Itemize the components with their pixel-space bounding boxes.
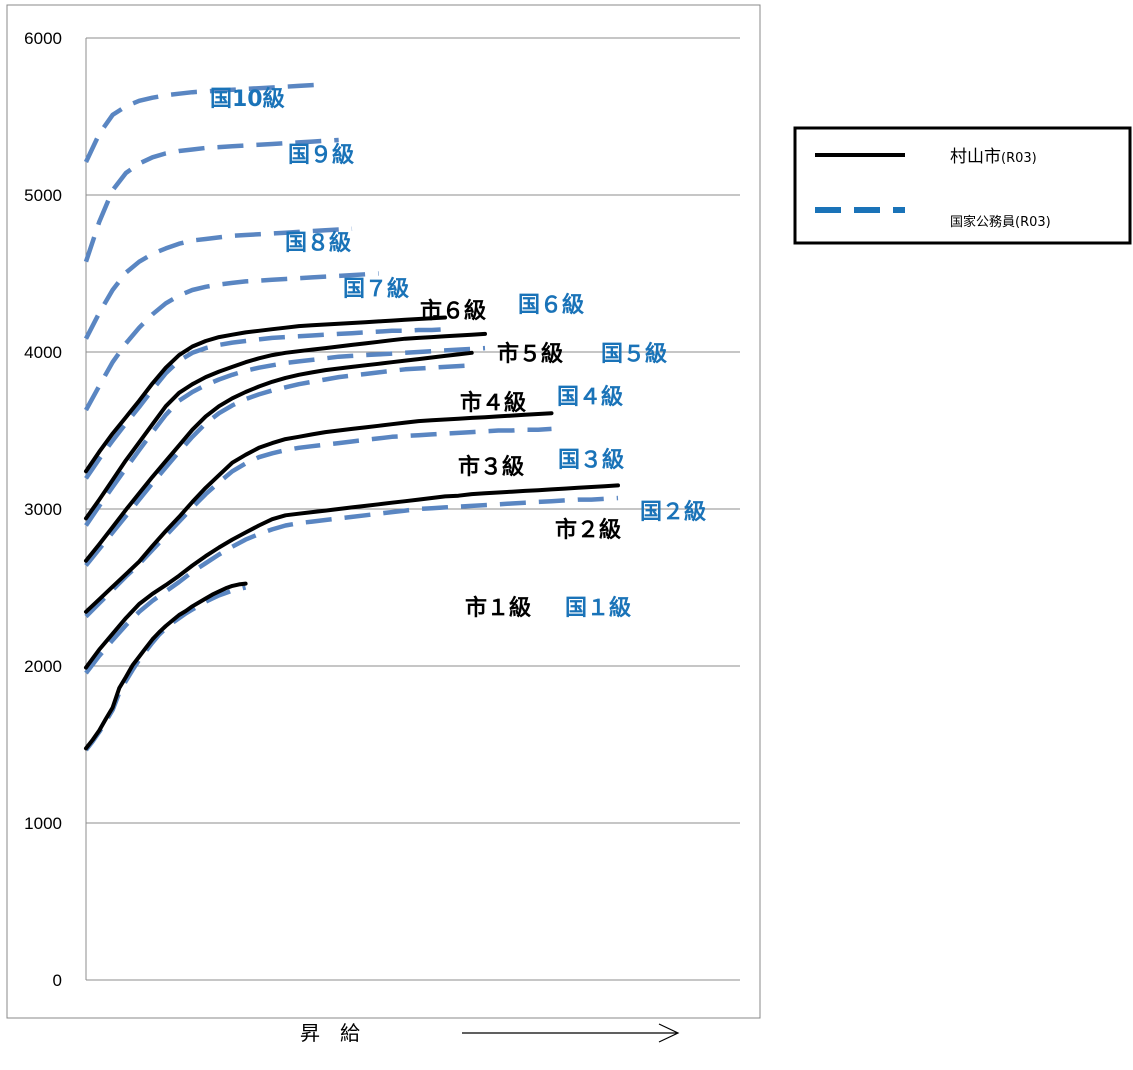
national-series-line-8 [83, 226, 353, 340]
city-series-label: 市２級 [555, 517, 621, 543]
city-series-label: 市３級 [458, 454, 524, 480]
national-series-line-3 [84, 426, 552, 619]
y-tick-label: 0 [53, 971, 62, 990]
city-series-line-4 [84, 350, 474, 563]
national-series-label: 国３級 [558, 447, 624, 473]
legend-national-label: 国家公務員(R03) [950, 214, 1051, 230]
city-series-label: 市１級 [465, 595, 531, 621]
legend: 村山市(R03) 国家公務員(R03) [793, 126, 1132, 245]
y-tick-label: 3000 [24, 500, 62, 519]
national-series-label: 国２級 [640, 499, 706, 525]
national-series-line-9 [83, 137, 339, 263]
x-axis-label: 昇 給 [300, 1021, 360, 1045]
y-tick-label: 2000 [24, 657, 62, 676]
y-tick-label: 4000 [24, 343, 62, 362]
legend-city-label: 村山市(R03) [950, 147, 1037, 167]
city-series-label: 市４級 [460, 390, 526, 416]
national-series-label: 国１級 [565, 595, 631, 621]
city-series-line-5 [84, 331, 487, 521]
y-tick-label: 1000 [24, 814, 62, 833]
national-series-label: 国９級 [288, 142, 354, 168]
y-tick-label: 6000 [24, 29, 62, 48]
city-series-label: 市５級 [497, 341, 563, 367]
national-series-label: 国７級 [343, 276, 409, 302]
y-tick-label: 5000 [24, 186, 62, 205]
national-series-label: 国６級 [518, 292, 584, 318]
city-series-label: 市６級 [420, 298, 486, 324]
national-series-label: 国10級 [210, 86, 285, 112]
city-series-line-1 [84, 581, 248, 751]
series-lines [83, 82, 620, 752]
city-series-line-3 [84, 411, 554, 614]
national-series-line-5 [84, 345, 486, 527]
national-series-label: 国８級 [285, 230, 351, 256]
x-axis-arrow [462, 1023, 680, 1043]
national-series-line-7 [84, 271, 379, 412]
national-series-line-2 [84, 495, 619, 675]
y-axis-ticks: 0 1000 2000 3000 4000 5000 6000 [24, 29, 62, 990]
national-series-line-4 [84, 363, 472, 567]
national-series-line-6 [84, 326, 446, 480]
national-series-label: 国５級 [601, 341, 667, 367]
legend-box [793, 126, 1132, 245]
city-series-line-6 [84, 315, 448, 474]
city-series-line-2 [84, 483, 620, 670]
national-series-label: 国４級 [557, 384, 623, 410]
